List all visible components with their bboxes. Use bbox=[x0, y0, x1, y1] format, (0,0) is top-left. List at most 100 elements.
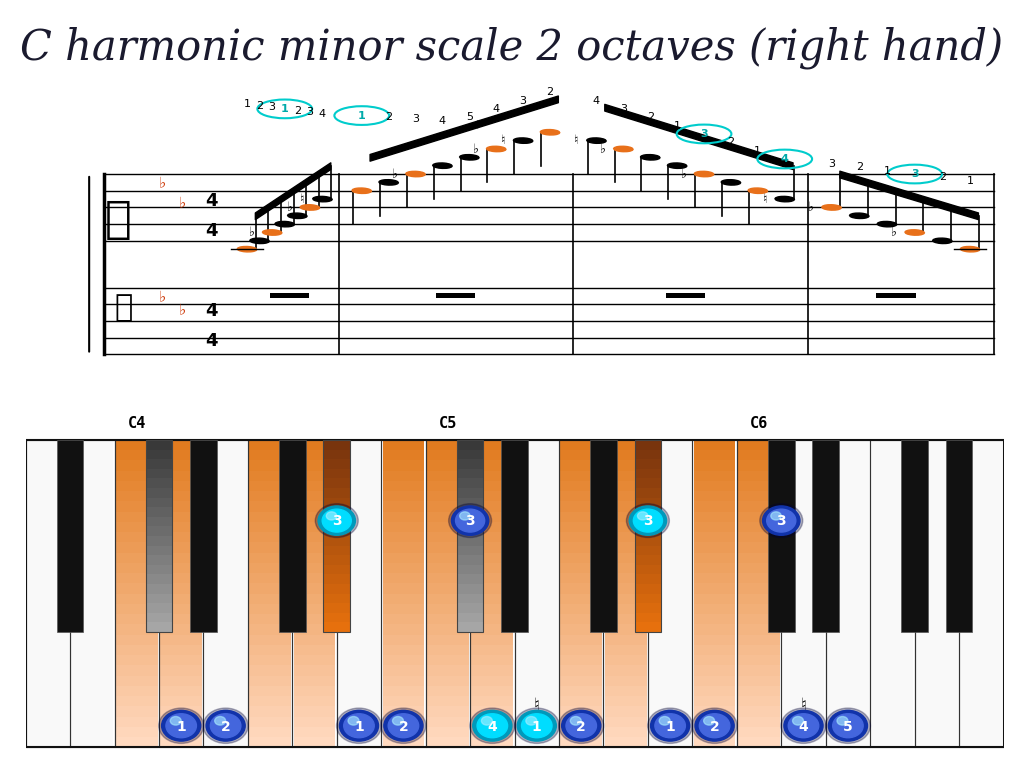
Bar bbox=[116, 501, 158, 511]
Bar bbox=[145, 468, 172, 478]
Bar bbox=[337, 440, 381, 747]
Bar bbox=[27, 440, 69, 747]
Text: 4: 4 bbox=[780, 154, 788, 164]
Text: 1: 1 bbox=[244, 99, 251, 109]
Bar bbox=[560, 727, 602, 737]
Bar bbox=[693, 573, 735, 584]
Bar bbox=[324, 574, 350, 584]
Text: 2: 2 bbox=[256, 101, 263, 111]
Bar bbox=[145, 507, 172, 517]
Bar bbox=[693, 604, 735, 614]
Bar bbox=[560, 675, 602, 686]
Text: 2: 2 bbox=[385, 112, 392, 122]
Text: 3: 3 bbox=[268, 102, 275, 112]
Ellipse shape bbox=[822, 205, 842, 210]
Bar bbox=[161, 696, 202, 707]
Circle shape bbox=[170, 717, 181, 725]
Circle shape bbox=[384, 710, 423, 741]
Text: 2: 2 bbox=[547, 88, 554, 98]
Text: 3: 3 bbox=[643, 515, 652, 528]
Text: 2: 2 bbox=[727, 137, 734, 147]
Bar bbox=[161, 460, 202, 471]
Circle shape bbox=[699, 713, 730, 738]
Bar bbox=[635, 535, 662, 545]
Circle shape bbox=[203, 708, 248, 743]
Circle shape bbox=[767, 509, 796, 532]
Bar bbox=[457, 440, 483, 632]
Bar bbox=[145, 440, 172, 632]
Bar bbox=[693, 562, 735, 573]
Bar bbox=[116, 727, 158, 737]
Bar bbox=[249, 439, 291, 450]
Bar bbox=[738, 634, 780, 645]
Text: 4: 4 bbox=[318, 109, 326, 119]
Bar bbox=[426, 440, 470, 747]
Bar bbox=[161, 521, 202, 532]
Bar bbox=[693, 511, 735, 522]
Bar bbox=[692, 440, 737, 747]
Ellipse shape bbox=[749, 188, 767, 194]
Bar bbox=[249, 686, 291, 696]
Text: 2: 2 bbox=[398, 720, 409, 733]
Bar bbox=[560, 614, 602, 624]
Bar bbox=[145, 574, 172, 584]
Circle shape bbox=[348, 717, 359, 725]
Text: ♭: ♭ bbox=[159, 177, 166, 191]
Circle shape bbox=[793, 717, 804, 725]
Bar bbox=[383, 717, 424, 727]
Bar bbox=[383, 644, 424, 655]
Circle shape bbox=[381, 708, 426, 743]
Text: 4: 4 bbox=[799, 720, 808, 733]
Ellipse shape bbox=[300, 205, 319, 210]
Text: 1: 1 bbox=[755, 146, 761, 156]
Text: 1: 1 bbox=[884, 166, 891, 176]
Bar bbox=[471, 460, 513, 471]
Bar bbox=[471, 481, 513, 492]
Ellipse shape bbox=[262, 230, 282, 235]
Bar bbox=[457, 564, 483, 574]
Bar bbox=[145, 516, 172, 526]
Bar bbox=[116, 531, 158, 542]
Bar bbox=[605, 675, 646, 686]
Bar bbox=[427, 531, 469, 542]
Bar bbox=[560, 562, 602, 573]
Bar bbox=[292, 440, 337, 747]
Circle shape bbox=[388, 713, 419, 738]
Bar bbox=[635, 488, 662, 498]
Bar bbox=[294, 675, 336, 686]
Bar bbox=[116, 594, 158, 604]
Bar bbox=[249, 470, 291, 481]
Bar bbox=[693, 583, 735, 594]
Bar bbox=[560, 531, 602, 542]
Bar bbox=[427, 501, 469, 511]
Bar bbox=[294, 727, 336, 737]
Text: 3: 3 bbox=[332, 515, 342, 528]
Circle shape bbox=[650, 710, 690, 741]
Bar bbox=[427, 604, 469, 614]
Text: 3: 3 bbox=[412, 114, 419, 124]
Ellipse shape bbox=[668, 163, 687, 168]
Bar bbox=[605, 470, 646, 481]
Bar bbox=[161, 727, 202, 737]
Bar bbox=[116, 491, 158, 502]
Bar bbox=[605, 531, 646, 542]
Text: ♭: ♭ bbox=[600, 143, 606, 155]
Bar bbox=[116, 470, 158, 481]
Circle shape bbox=[344, 713, 374, 738]
Bar bbox=[605, 491, 646, 502]
Bar bbox=[635, 554, 662, 564]
Bar bbox=[161, 717, 202, 727]
Bar bbox=[116, 706, 158, 717]
Text: 4: 4 bbox=[205, 192, 218, 210]
Bar bbox=[145, 554, 172, 564]
Text: 4: 4 bbox=[205, 302, 218, 320]
Bar bbox=[324, 468, 350, 478]
Bar bbox=[116, 583, 158, 594]
Circle shape bbox=[763, 506, 800, 535]
Bar bbox=[249, 511, 291, 522]
Bar bbox=[827, 440, 868, 747]
Bar bbox=[946, 440, 973, 632]
Bar bbox=[145, 458, 172, 468]
Text: 2: 2 bbox=[577, 720, 586, 733]
Bar bbox=[605, 634, 646, 645]
